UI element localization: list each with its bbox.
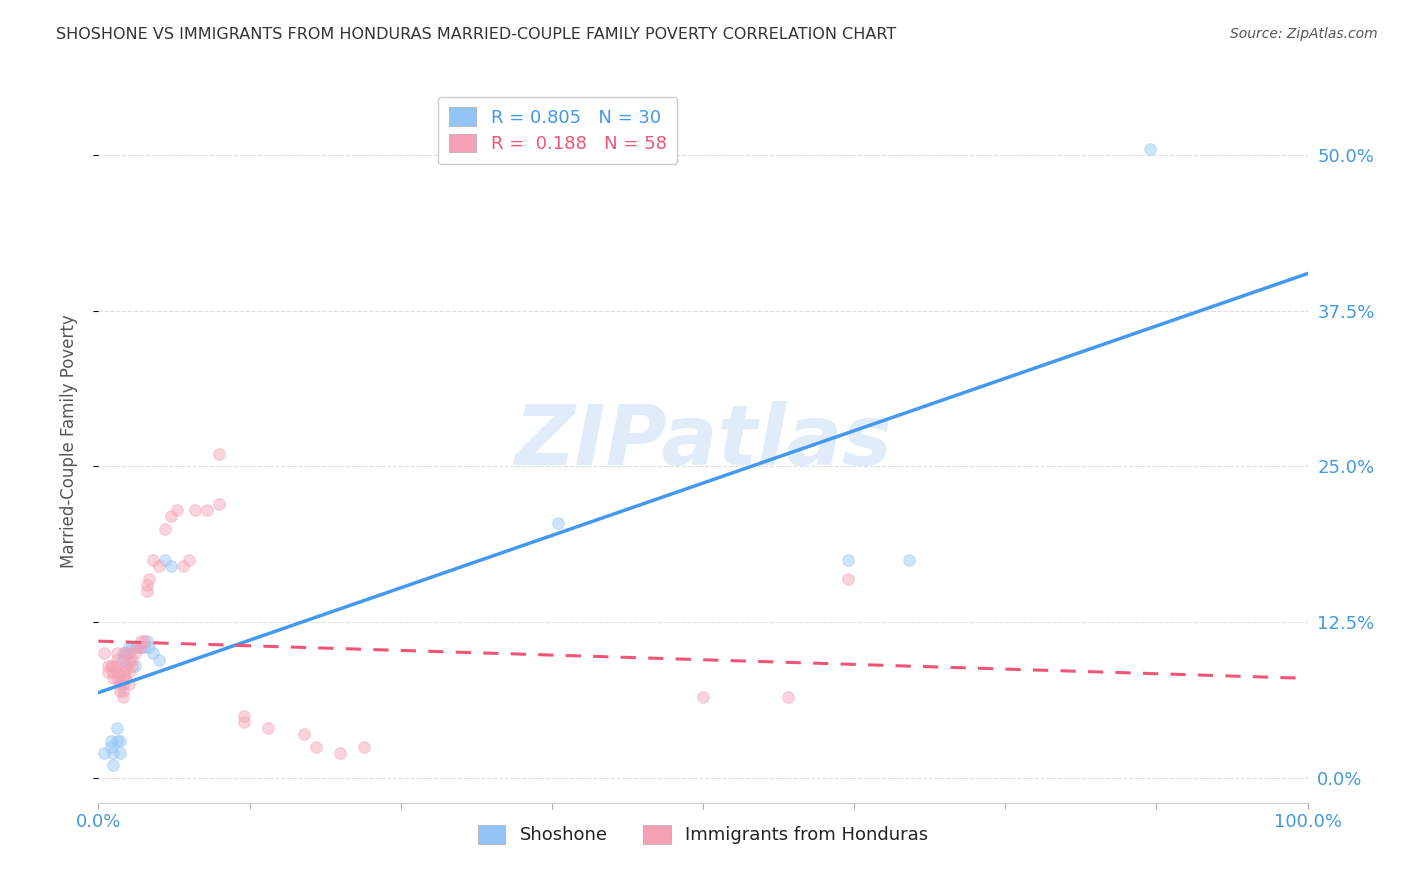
Point [111,690,134,704]
Point [114,671,136,685]
Point [101,746,124,760]
Point [93,746,115,760]
Point [232,714,254,729]
Text: ZIPatlas: ZIPatlas [515,401,891,482]
Point [105,721,128,735]
Point [111,652,134,666]
Point [142,646,165,660]
Point [100,733,122,747]
Y-axis label: Married-Couple Family Poverty: Married-Couple Family Poverty [59,315,77,568]
Point [121,640,143,654]
Point [118,646,141,660]
Point [100,739,122,754]
Point [148,559,170,574]
Point [138,572,160,586]
Point [118,652,141,666]
Point [108,746,131,760]
Point [105,646,128,660]
Point [105,671,128,685]
Point [153,553,176,567]
Point [105,733,128,747]
Point [114,658,136,673]
Point [111,646,134,660]
Point [108,733,131,747]
Point [232,708,254,723]
Point [105,658,128,673]
Point [108,671,131,685]
Point [101,658,124,673]
Point [97,665,120,679]
Point [305,739,328,754]
Point [172,559,194,574]
Point [353,739,375,754]
Point [329,746,352,760]
Text: Source: ZipAtlas.com: Source: ZipAtlas.com [1230,27,1378,41]
Point [114,646,136,660]
Point [1139,142,1161,156]
Point [160,509,183,524]
Point [692,690,714,704]
Point [184,503,207,517]
Point [118,677,141,691]
Point [118,646,141,660]
Point [108,677,131,691]
Point [111,683,134,698]
Point [100,658,122,673]
Point [135,633,157,648]
Point [124,658,146,673]
Point [105,665,128,679]
Point [118,640,141,654]
Point [134,633,156,648]
Point [837,572,859,586]
Point [837,553,859,567]
Point [124,646,146,660]
Point [129,640,152,654]
Point [547,516,569,530]
Point [127,640,149,654]
Point [108,683,131,698]
Point [138,640,160,654]
Point [129,633,152,648]
Point [256,721,278,735]
Point [101,665,124,679]
Point [111,677,134,691]
Point [148,652,170,666]
Point [101,671,124,685]
Point [129,640,152,654]
Point [127,640,149,654]
Text: SHOSHONE VS IMMIGRANTS FROM HONDURAS MARRIED-COUPLE FAMILY POVERTY CORRELATION C: SHOSHONE VS IMMIGRANTS FROM HONDURAS MAR… [56,27,897,42]
Point [114,665,136,679]
Point [101,758,124,772]
Point [160,559,183,574]
Point [121,652,143,666]
Point [195,503,218,517]
Point [111,665,134,679]
Point [208,447,231,461]
Point [97,658,120,673]
Point [897,553,920,567]
Point [776,690,799,704]
Point [142,553,165,567]
Point [105,652,128,666]
Point [121,658,143,673]
Point [208,497,231,511]
Point [118,665,141,679]
Point [166,503,188,517]
Point [179,553,201,567]
Point [114,646,136,660]
Point [135,578,157,592]
Point [153,522,176,536]
Point [135,584,157,599]
Point [93,646,115,660]
Point [134,640,156,654]
Point [114,652,136,666]
Point [292,727,315,741]
Legend: Shoshone, Immigrants from Honduras: Shoshone, Immigrants from Honduras [471,818,935,852]
